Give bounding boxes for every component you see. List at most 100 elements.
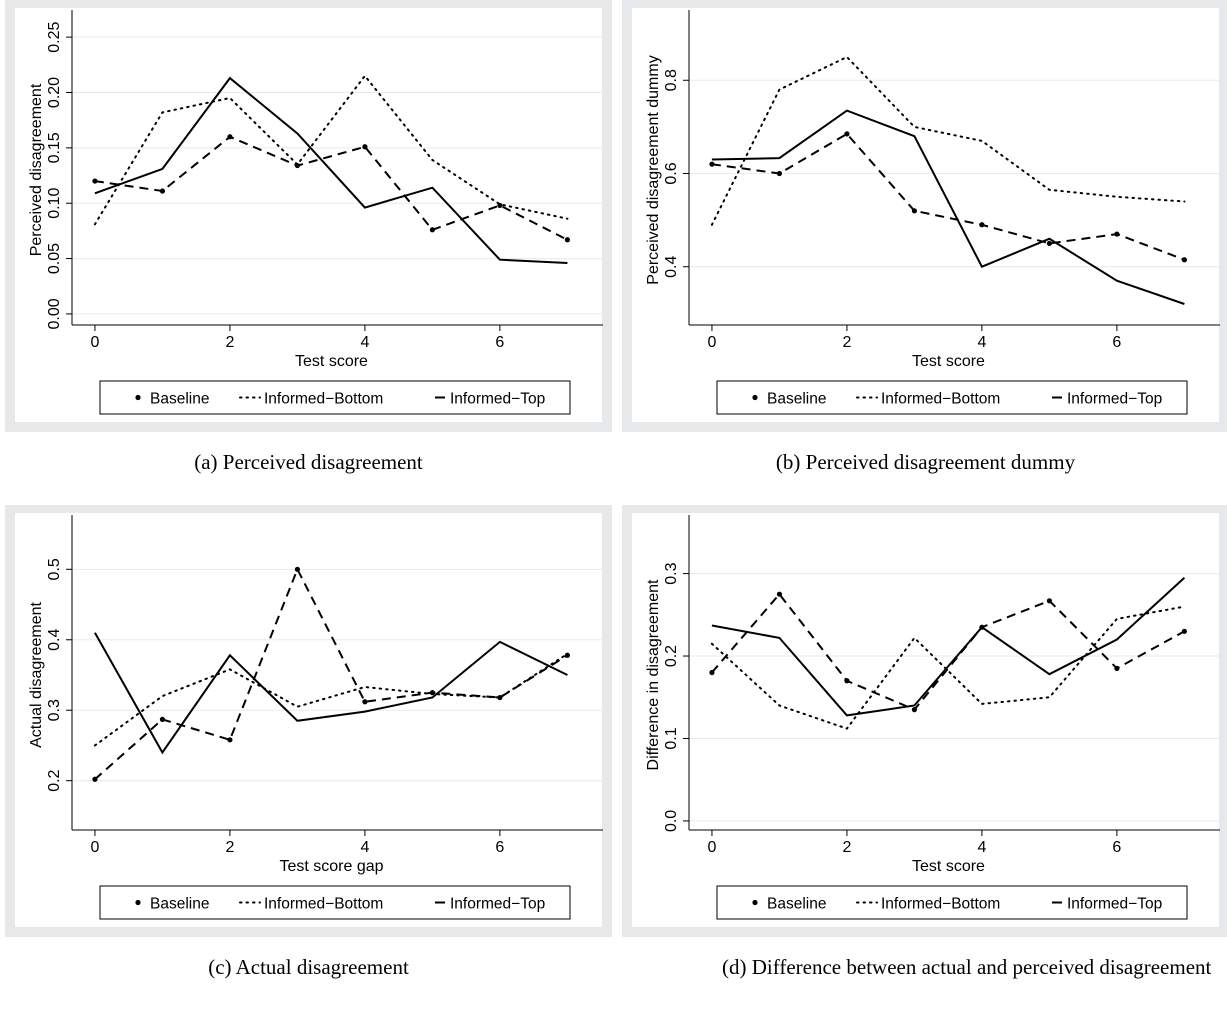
data-point [776,170,783,177]
y-tick-label: 0.3 [46,699,63,721]
series-line [711,576,1186,717]
data-point [1046,598,1052,604]
data-point [776,591,783,597]
x-axis-title: Test score [295,353,368,370]
panel-background [15,8,602,422]
x-tick-label: 2 [225,334,234,351]
legend-box [99,380,571,415]
data-point [1181,628,1187,634]
series-line [94,135,568,241]
series-line [94,632,568,755]
legend-label: Informed−Bottom [264,391,383,408]
series-line [711,132,1185,261]
series-line [710,605,1186,730]
panel: 0.4 0.6 0.8 0 2 4 6 Test score Perceived disagre… [622,0,1227,432]
data-point [1181,257,1187,263]
legend-label: Informed−Bottom [881,896,1000,913]
y-tick-label: 0.4 [46,629,63,651]
series-line [94,76,568,264]
caption: (b) Perceived disagreement dummy [775,450,1076,474]
x-tick-label: 4 [977,839,986,856]
data-point [844,678,850,684]
x-tick-label: 0 [90,839,99,856]
caption: (d) Difference between actual and percei… [722,955,1212,979]
y-tick-label: 0.6 [663,162,680,184]
legend-symbol [135,899,141,906]
y-tick-label: 0.25 [46,21,63,52]
y-tick-label: 0.20 [46,77,63,108]
legend-label: Baseline [767,391,826,408]
x-tick-label: 6 [1112,334,1121,351]
y-tick-label: 0.4 [663,256,680,278]
x-tick-label: 2 [842,334,851,351]
data-point [911,208,918,214]
data-point [911,707,918,713]
y-axis-title: Perceived disagreement [28,83,45,256]
series-line [93,74,569,226]
data-point [844,131,850,137]
data-point [709,669,715,676]
legend-label: Informed−Bottom [264,896,383,913]
data-point [362,144,368,150]
panel-background [632,513,1219,927]
legend-label: Informed−Top [1067,391,1162,408]
data-point [227,737,233,743]
x-tick-label: 0 [707,334,716,351]
data-point [159,716,166,722]
legend-box [716,885,1188,920]
data-point [1114,665,1120,672]
y-tick-label: 0.10 [46,188,63,219]
x-tick-label: 2 [225,839,234,856]
legend-symbol [135,394,141,401]
data-point [564,652,570,658]
x-axis-title: Test score [912,353,985,370]
y-tick-label: 0.05 [46,243,63,274]
data-point [159,188,166,194]
y-tick-label: 0.3 [663,562,680,584]
data-point [1114,231,1120,237]
caption: (a) Perceived disagreement [194,450,423,474]
y-tick-label: 0.2 [663,645,680,667]
y-tick-label: 0.00 [46,298,63,329]
legend-label: Informed−Bottom [881,391,1000,408]
caption: (c) Actual disagreement [208,955,409,979]
series-line [710,55,1186,226]
legend-label: Baseline [767,896,826,913]
x-tick-label: 4 [360,839,369,856]
x-tick-label: 4 [977,334,986,351]
y-axis-title: Actual disagreement [28,602,45,748]
x-tick-label: 6 [495,334,504,351]
series-line [711,109,1185,305]
legend-symbol [752,899,758,906]
series-line [93,652,569,747]
legend-label: Baseline [150,391,209,408]
y-axis-title: Perceived disagreement dummy [645,55,662,284]
y-axis-title: Difference in disagreement [645,579,662,770]
y-tick-label: 0.2 [46,769,63,791]
data-point [497,694,503,701]
x-axis-title: Test score gap [279,858,383,875]
data-point [564,237,570,243]
legend-label: Informed−Top [450,896,545,913]
legend-box [99,885,571,920]
data-point [227,134,233,140]
legend-label: Informed−Top [450,391,545,408]
y-tick-label: 0.15 [46,132,63,163]
x-tick-label: 4 [360,334,369,351]
y-tick-label: 0.5 [46,558,63,580]
panel: 0.0 0.1 0.2 0.3 0 2 4 6 Test score Difference in … [622,505,1227,937]
legend-box [716,380,1188,415]
series-line [711,592,1185,711]
x-tick-label: 2 [842,839,851,856]
panel: 0.00 0.05 0.10 0.15 0.20 0.25 0 2 4 6 Test score Pe… [5,0,612,432]
data-point [362,699,368,705]
data-point [709,161,715,167]
data-point [92,178,98,184]
panel-background [632,8,1219,422]
x-tick-label: 0 [707,839,716,856]
data-point [429,227,435,233]
x-tick-label: 6 [1112,839,1121,856]
data-point [1046,240,1052,247]
